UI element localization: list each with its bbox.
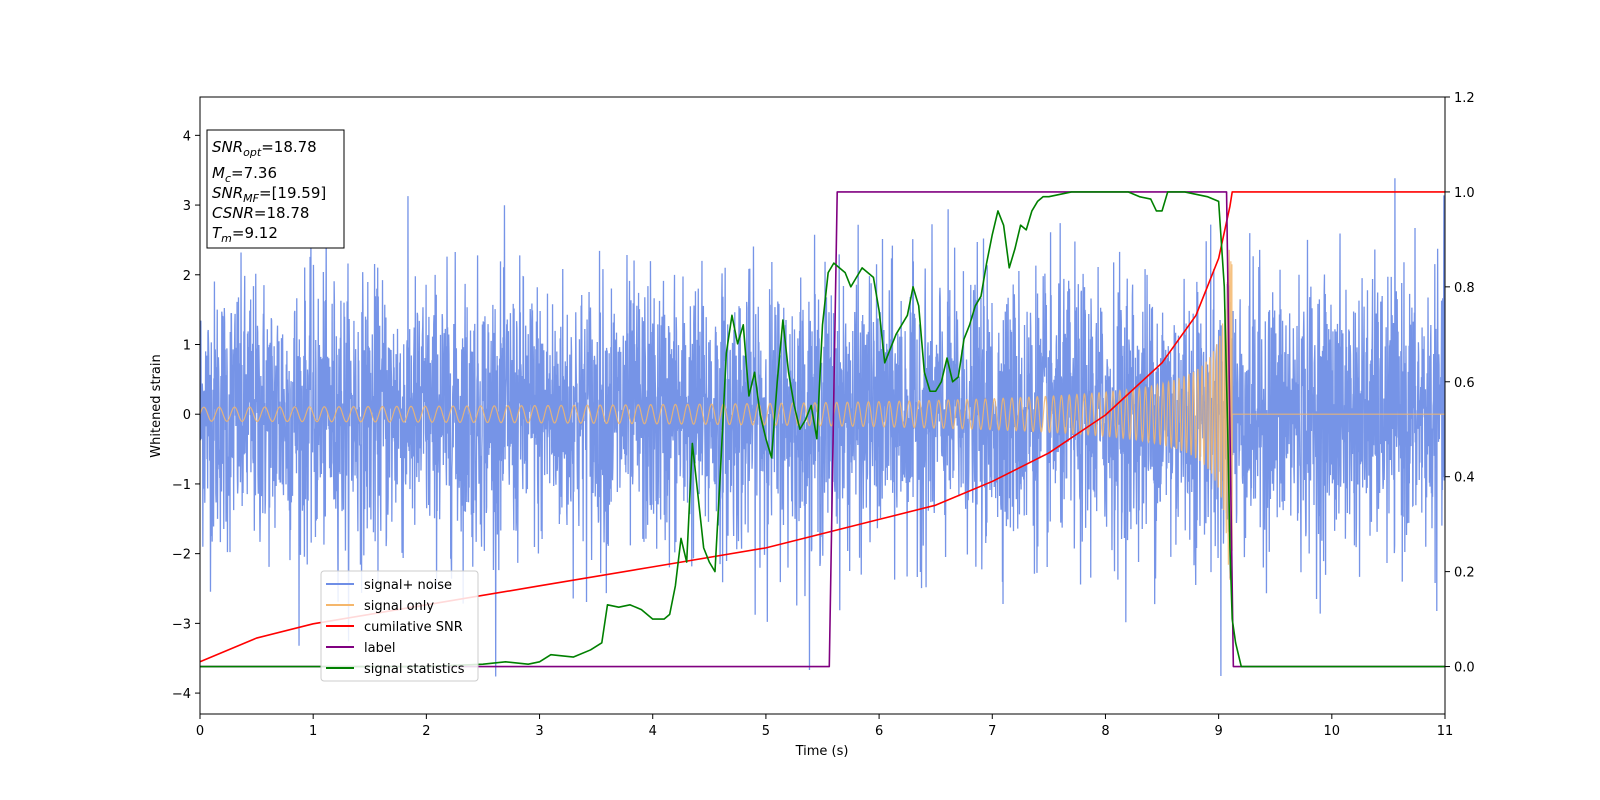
x-tick-label: 9 [1214, 724, 1222, 739]
legend-label-signal-noise: signal+ noise [364, 578, 452, 593]
info-box: SNRopt=18.78 Mc=7.36 SNRMF=[19.59] CSNR=… [206, 129, 345, 249]
legend: signal+ noise signal only cumilative SNR… [320, 570, 479, 682]
y-right-tick-label: 0.2 [1454, 566, 1475, 581]
x-tick-label: 6 [875, 724, 883, 739]
info-csnr: CSNR=18.78 [212, 204, 309, 222]
y-tick-label: 3 [183, 199, 191, 214]
x-tick-label: 4 [649, 724, 657, 739]
y-tick-label: −1 [172, 478, 191, 493]
info-tm: Tm=9.12 [212, 224, 278, 245]
y-right-tick-label: 0.8 [1454, 281, 1475, 296]
x-tick-label: 0 [196, 724, 204, 739]
info-mc: Mc=7.36 [212, 164, 277, 185]
info-box-frame [206, 129, 345, 249]
y-tick-label: −3 [172, 617, 191, 632]
y-axis-title: Whitened strain [149, 354, 164, 457]
x-tick-label: 1 [309, 724, 317, 739]
y-right-tick-label: 0.0 [1454, 661, 1475, 676]
legend-label-cumulative-snr: cumilative SNR [364, 620, 463, 635]
x-tick-label: 5 [762, 724, 770, 739]
y-right-tick-label: 1.2 [1454, 91, 1475, 106]
x-tick-label: 3 [535, 724, 543, 739]
y-tick-label: 0 [183, 408, 191, 423]
y-right-tick-label: 1.0 [1454, 186, 1475, 201]
x-tick-label: 8 [1101, 724, 1109, 739]
y-right-tick-label: 0.4 [1454, 471, 1475, 486]
series-signal-only-line [200, 249, 1445, 580]
y-tick-label: 1 [183, 338, 191, 353]
axes-layer: 0 1 2 3 4 5 6 7 8 9 10 11 −4 −3 −2 −1 0 1 2 3 4 0.0 0.2 0.4 0.6 0… [172, 91, 1475, 739]
legend-frame [320, 570, 479, 682]
info-snr-mf: SNRMF=[19.59] [212, 184, 326, 205]
legend-label-label: label [364, 641, 395, 656]
y-tick-label: 2 [183, 269, 191, 284]
y-tick-label: −2 [172, 548, 191, 563]
x-tick-label: 10 [1324, 724, 1341, 739]
x-tick-label: 7 [988, 724, 996, 739]
y-right-tick-label: 0.6 [1454, 376, 1475, 391]
x-axis-title: Time (s) [795, 744, 849, 759]
plot-frame [199, 96, 1446, 715]
info-snr-opt: SNRopt=18.78 [212, 138, 317, 159]
series-signal-statistics-line [200, 191, 1445, 668]
x-tick-label: 11 [1437, 724, 1454, 739]
x-tick-label: 2 [422, 724, 430, 739]
legend-label-signal-only: signal only [364, 599, 434, 614]
legend-label-signal-statistics: signal statistics [364, 662, 465, 677]
y-tick-label: −4 [172, 687, 191, 702]
y-tick-label: 4 [183, 129, 191, 144]
